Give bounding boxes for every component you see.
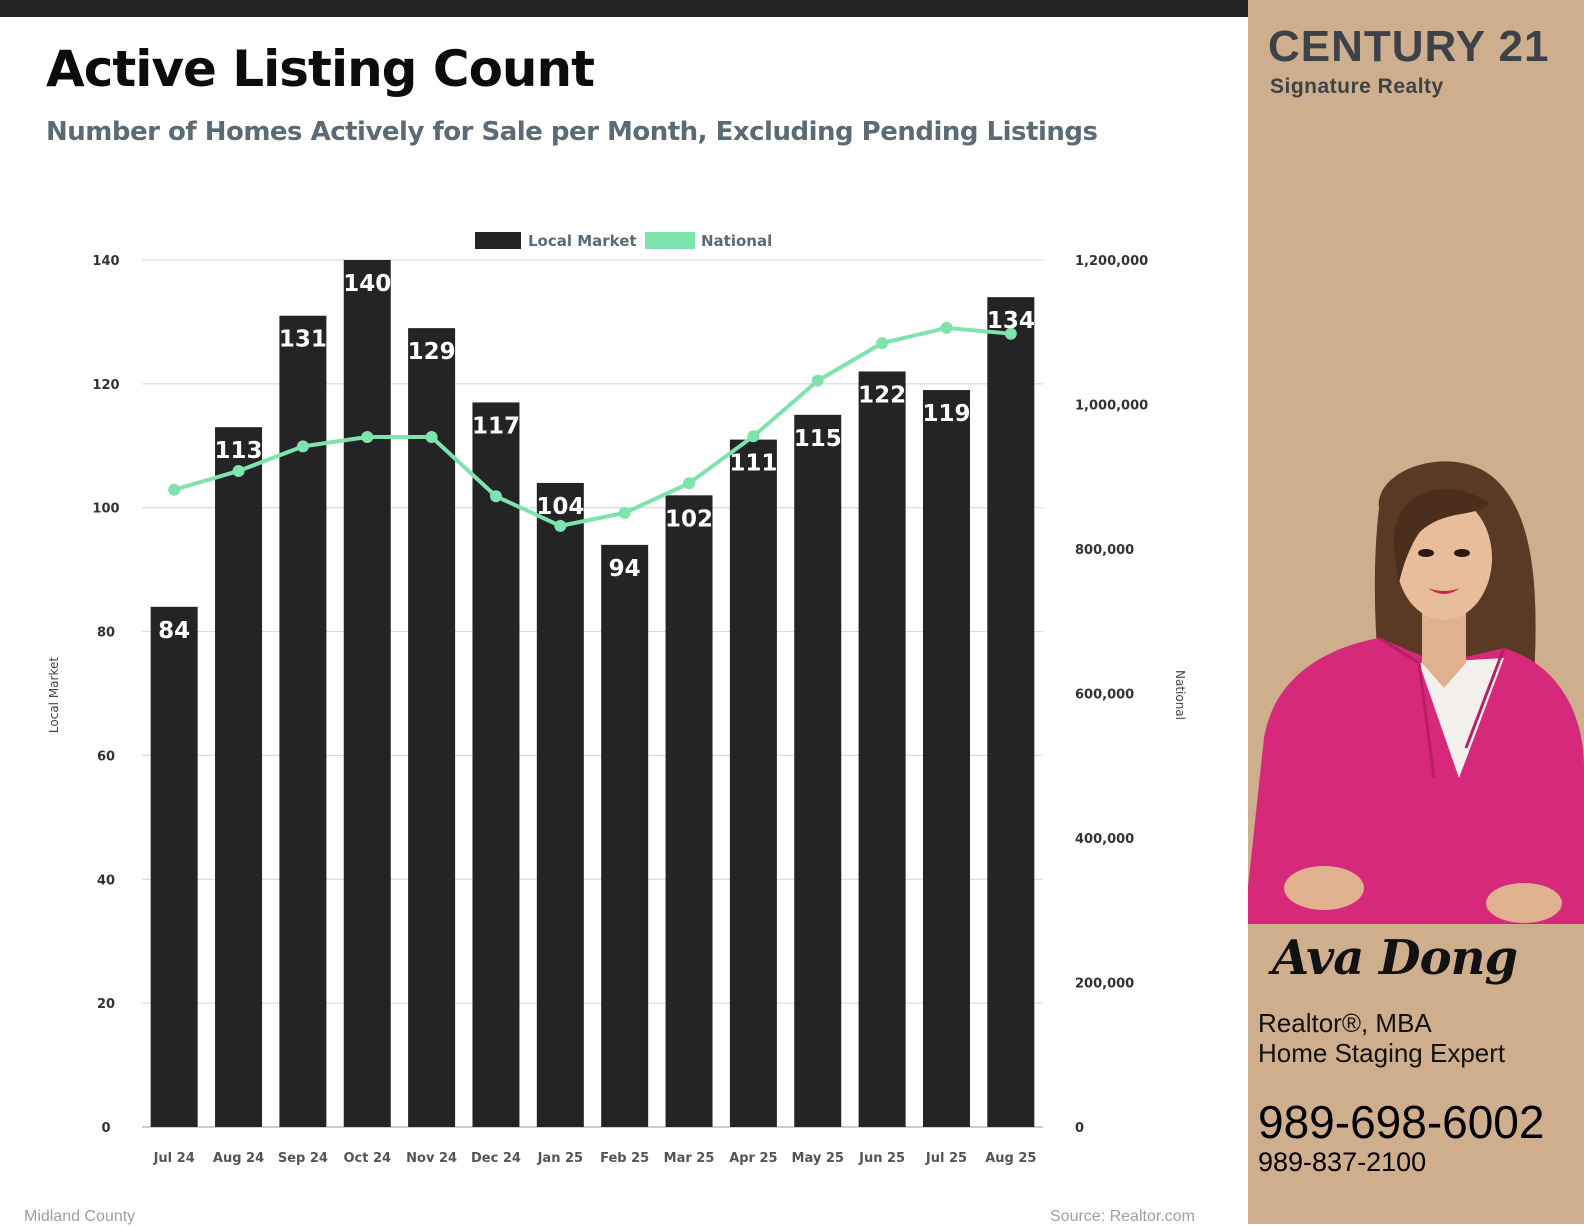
bar-data-label: 115 [794,426,842,452]
active-listing-chart: 0 20 40 60 80 100 120 140 0 200,000 400,000 600,000… [47,232,1187,1166]
national-point [683,477,696,490]
national-point [747,430,760,443]
agent-specialty: Home Staging Expert [1258,1038,1506,1068]
bar [794,414,842,1127]
legend-label-local: Local Market [528,232,637,250]
national-point [1004,327,1017,340]
bar-data-label: 84 [158,618,190,644]
national-point [168,483,181,496]
bar [279,315,327,1127]
bar [729,439,777,1127]
x-tick-label: Jul 24 [153,1151,195,1166]
bar-data-label: 111 [729,451,777,477]
y2-tick-label: 600,000 [1075,688,1134,703]
x-tick-label: Feb 25 [600,1151,649,1166]
y-tick-label: 0 [101,1121,110,1136]
y2-tick-label: 200,000 [1075,977,1134,992]
national-point [618,506,631,519]
bar [343,260,391,1127]
y-axis-title: Local Market [47,657,61,733]
y2-axis-title: National [1173,670,1187,720]
bar-data-label: 113 [215,438,263,464]
x-tick-label: Nov 24 [406,1151,457,1166]
agent-credentials: Realtor®, MBA [1258,1008,1432,1038]
legend-label-national: National [701,232,772,250]
bar [858,371,906,1127]
y-tick-label: 60 [97,749,115,764]
legend-swatch-national [645,232,695,249]
bar [987,297,1035,1128]
brand-logo: CENTURY 21 [1268,22,1550,71]
national-point [296,440,309,453]
x-tick-label: Oct 24 [343,1151,391,1166]
x-tick-label: Jan 25 [537,1151,583,1166]
brand-subtitle: Signature Realty [1270,75,1444,98]
y2-tick-label: 0 [1075,1121,1084,1136]
agent-sidebar: CENTURY 21 Signature Realty Ava Dong Rea… [1248,0,1584,1224]
bar-data-label: 140 [343,271,391,297]
bar [922,390,970,1127]
bar-data-label: 134 [987,308,1035,334]
bar-data-label: 122 [858,382,906,408]
page-title: Active Listing Count [46,40,595,98]
bar [408,328,456,1127]
national-point [232,464,245,477]
x-tick-label: Mar 25 [664,1151,715,1166]
footer-region: Midland County [24,1208,136,1225]
national-point [940,321,953,334]
x-tick-label: Aug 25 [985,1151,1036,1166]
national-point [811,374,824,387]
footer-source: Source: Realtor.com [1050,1208,1195,1225]
x-tick-label: May 25 [792,1151,844,1166]
agent-phone-secondary[interactable]: 989-837-2100 [1258,1147,1427,1177]
bar [215,427,263,1127]
bar-data-label: 131 [279,327,327,353]
x-tick-label: Jul 25 [925,1151,967,1166]
bar-data-label: 117 [472,413,520,439]
y2-tick-label: 1,200,000 [1075,254,1148,269]
legend-swatch-local [475,232,521,249]
top-bar [0,0,1248,17]
national-point [876,337,889,350]
x-tick-label: Jun 25 [858,1151,905,1166]
bar [665,495,713,1127]
x-tick-label: Sep 24 [278,1151,328,1166]
y-tick-label: 40 [97,873,115,888]
agent-phone-primary[interactable]: 989-698-6002 [1258,1096,1545,1148]
bar-data-label: 102 [665,506,713,532]
y2-tick-label: 800,000 [1075,543,1134,558]
national-point [554,519,567,532]
y-tick-label: 140 [92,254,119,269]
national-point [425,431,438,444]
y-tick-label: 100 [92,502,119,517]
bar [150,606,198,1127]
x-tick-label: Apr 25 [729,1151,777,1166]
bar-data-label: 104 [536,494,584,520]
x-tick-label: Aug 24 [213,1151,264,1166]
bar [601,544,649,1127]
national-point [361,431,374,444]
x-tick-label: Dec 24 [471,1151,521,1166]
y-tick-label: 20 [97,997,115,1012]
national-line [173,325,1012,528]
y2-tick-label: 1,000,000 [1075,399,1148,414]
bar [472,402,520,1127]
y2-tick-label: 400,000 [1075,832,1134,847]
bar-data-label: 94 [609,556,641,582]
national-point [489,490,502,503]
bar-data-label: 129 [408,339,456,365]
y-tick-label: 80 [97,626,115,641]
bar-data-label: 119 [922,401,970,427]
agent-portrait [1248,461,1584,924]
page-subtitle: Number of Homes Actively for Sale per Mo… [46,117,1098,147]
bar [536,482,584,1127]
agent-signature: Ava Dong [1272,930,1518,986]
y-tick-label: 120 [92,378,119,393]
